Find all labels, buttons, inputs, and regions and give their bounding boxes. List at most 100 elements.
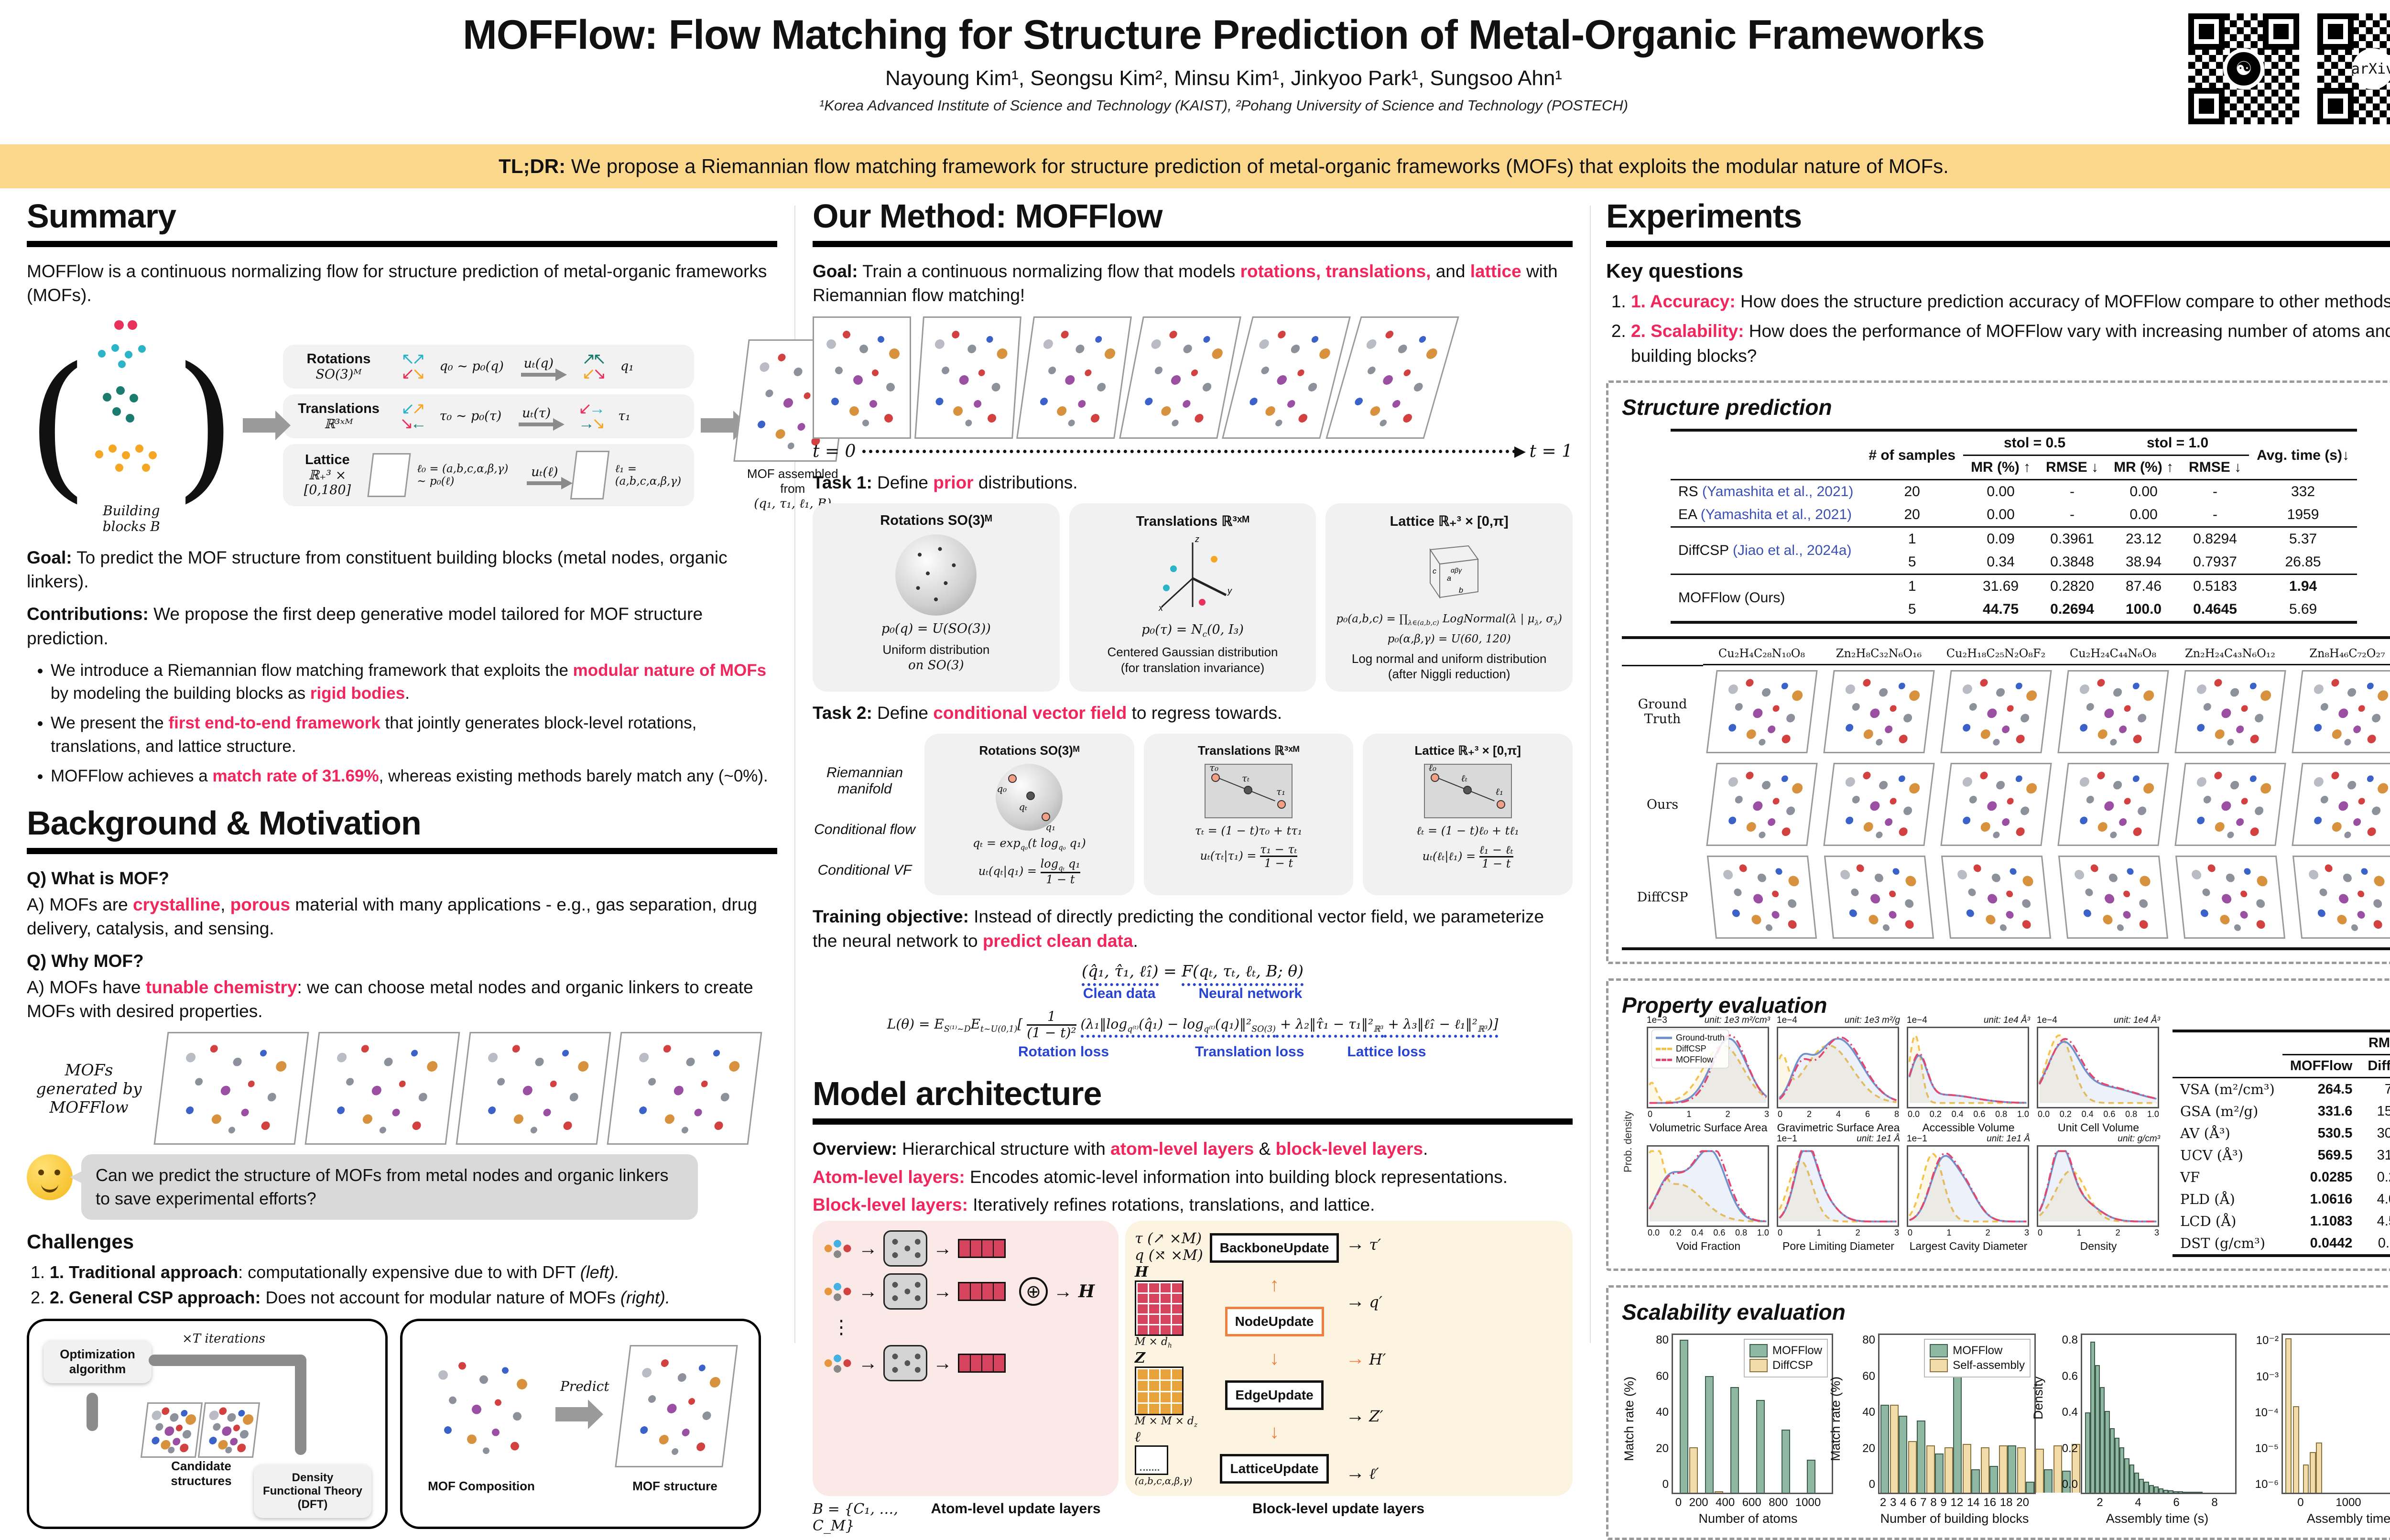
arrow-right-icon [242,410,291,440]
contributions-label: Contributions: [27,604,149,624]
citation-link[interactable]: (Yamashita et al., 2021) [1702,484,1854,500]
kde-chart-av: 1e−4 unit: 1e4 Å³ 0.0 0.2 0.4 0.6 0.8 1.0 Acce… [1907,1015,2030,1134]
contributions-list: We introduce a Riemannian flow matching … [32,659,777,788]
crystal-thumbnail [1941,856,2051,939]
method-column: Our Method: MOFFlow Goal: Train a contin… [813,197,1573,1534]
conditional-flow-label: Conditional flow [814,822,915,838]
task2-row-labels: Riemannian manifold Conditional flow Con… [813,734,917,895]
qr-finder-icon [2317,13,2354,50]
atom-level-caption: Atom-level update layers [931,1501,1101,1517]
citation-link[interactable]: (Yamashita et al., 2021) [1700,507,1852,523]
key-question-item: 2. Scalability: How does the performance… [1631,319,2390,369]
key-questions-heading: Key questions [1606,260,1744,282]
mof-composition-label: MOF Composition [428,1478,535,1493]
property-evaluation-title: Property evaluation [1622,993,1827,1018]
crystal-thumbnail [2174,670,2286,754]
rotations-space: SO(3)ᴹ [315,367,362,382]
card-title: Lattice ℝ₊³ × [0,π] [1390,513,1509,529]
backbone-update-block: BackboneUpdate [1209,1233,1339,1263]
crystal-thumbnail [1940,670,2052,754]
lattice-space: ℝ₊³ × [0,180] [304,468,351,498]
method-heading: Our Method: MOFFlow [813,197,1573,247]
col-header-mr: MR (%) ↑ [2114,459,2174,476]
optimization-algorithm-box: Optimization algorithm [43,1340,152,1383]
citation-link[interactable]: (Jiao et al., 2024a) [1732,542,1852,559]
mof-structure-illustration [615,1345,738,1467]
crystal-thumbnail [1823,670,1935,754]
generated-mof-image [153,1032,309,1145]
crystal-thumbnail [2292,856,2390,939]
mof-structure-label: MOF structure [632,1478,717,1493]
loop-arrow [149,1354,306,1366]
svg-text:c: c [1433,567,1436,575]
conditional-vf-formula: uₜ(qₜ|q₁) = logqₜ q₁ 1 − t [978,857,1080,886]
lattice-row: Lattice ℝ₊³ × [0,180] ℓ₀ = (a,b,c,α,β,γ) … [282,444,695,506]
flow-arrow [87,1392,98,1431]
tau-input: τ (↗ ×M) [1135,1230,1202,1247]
github-qr-code[interactable]: ☯ [2188,13,2299,124]
rotation-loss-label: Rotation loss [1018,1044,1109,1060]
lattice-cube-icon [1135,1445,1168,1475]
answer-2: A) MOFs have tunable chemistry: we can c… [27,977,753,1021]
so3-sphere-icon [895,534,977,616]
left-bracket: ( [27,333,88,517]
table-row: AV (Å³)530.53010.2 [2180,1125,2390,1142]
question-2: Q) Why MOF? [27,951,144,971]
generated-mof-image [607,1032,762,1145]
authors: Nayoung Kim¹, Seongsu Kim², Minsu Kim¹, … [885,66,1562,90]
generated-mof-image [304,1032,460,1145]
lattice-update-block: LatticeUpdate [1220,1454,1329,1484]
page-title: MOFFlow: Flow Matching for Structure Pre… [463,12,1985,58]
dft-box-label: Density Functional Theory (DFT) [254,1464,371,1518]
lattice-vf-label: uₜ(ℓ) [531,465,558,480]
match-rate-vs-blocks-chart: Match rate (%) 80 60 40 20 0 MOFFlow Self-as… [1828,1334,2098,1526]
experiments-heading: Experiments [1606,197,2390,247]
summary-intro: MOFFlow is a continuous normalizing flow… [27,261,767,305]
formula-header: Zn₂H₈C₃₂N₆O₁₆ [1820,643,1937,666]
generated-mof-image [456,1032,611,1145]
contribution-item: MOFFlow achieves a match rate of 31.69%,… [51,765,777,788]
contribution-item: We introduce a Riemannian flow matching … [51,659,777,705]
arrow-right-icon [519,418,565,431]
structure-prediction-box: Structure prediction # of samples stol =… [1606,380,2390,965]
block-level-caption: Block-level update layers [1252,1501,1425,1517]
neural-network-label: Neural network [1198,985,1303,1001]
arrow-right-icon [701,410,749,440]
prior-formula: p₀(τ) = Nc(0, I₃) [1141,622,1244,639]
assembled-mof-caption: MOF assembled from [747,466,838,496]
property-charts-grid: 1e−3 unit: 1e3 m²/cm³ Ground-truth DiffCS… [1647,1015,2160,1257]
t0-label: t = 0 [813,441,856,461]
structure-prediction-table: # of samples stol = 0.5 stol = 1.0 Avg. … [1671,429,2357,624]
candidate-structures-label: Candidate structures [171,1458,232,1488]
challenges-list: 1. Traditional approach: computationally… [27,1260,777,1310]
row-label-ours: Ours [1646,797,1679,812]
svg-text:αβγ: αβγ [1451,566,1462,574]
lattice-cell-icon: ab c αβγ [1429,545,1479,599]
predict-label: Predict [560,1378,609,1394]
right-bracket: ) [174,333,236,517]
column-divider [794,206,795,1343]
motivation-question: Can we predict the structure of MOFs fro… [70,1154,698,1220]
molecule-icon [822,1351,853,1376]
kde-chart-vsa: 1e−3 unit: 1e3 m²/cm³ Ground-truth DiffCS… [1647,1015,1770,1134]
affiliations: ¹Korea Advanced Institute of Science and… [819,97,1629,114]
crystal-thumbnail [1706,856,1817,939]
q-input: q (⤯ ×M) [1135,1247,1203,1264]
goal-text: To predict the MOF structure from consti… [27,547,728,591]
arxiv-qr-code[interactable]: arXiv [2317,13,2390,124]
col-header-samples: # of samples [1869,447,1956,463]
conditional-flow-formula: ℓₜ = (1 − t)ℓ₀ + tℓ₁ [1416,824,1519,837]
clean-data-equation: (q̂₁, τ̂₁, ℓ̂₁) = F(qₜ, τₜ, ℓₜ, B; θ) [813,961,1573,986]
scalability-evaluation-title: Scalability evaluation [1622,1300,1846,1325]
thinking-face-icon [27,1154,73,1201]
github-logo-icon: ☯ [2223,48,2264,89]
iterations-label: ×T iterations [182,1331,265,1346]
rotations-prior-card: Rotations SO(3)ᴹ p₀(q) = U(SO(3)) Unifor… [813,503,1060,692]
rotations-vf-label: uₜ(q) [523,356,554,371]
block-level-text: Block-level layers: Iteratively refines … [813,1195,1375,1215]
